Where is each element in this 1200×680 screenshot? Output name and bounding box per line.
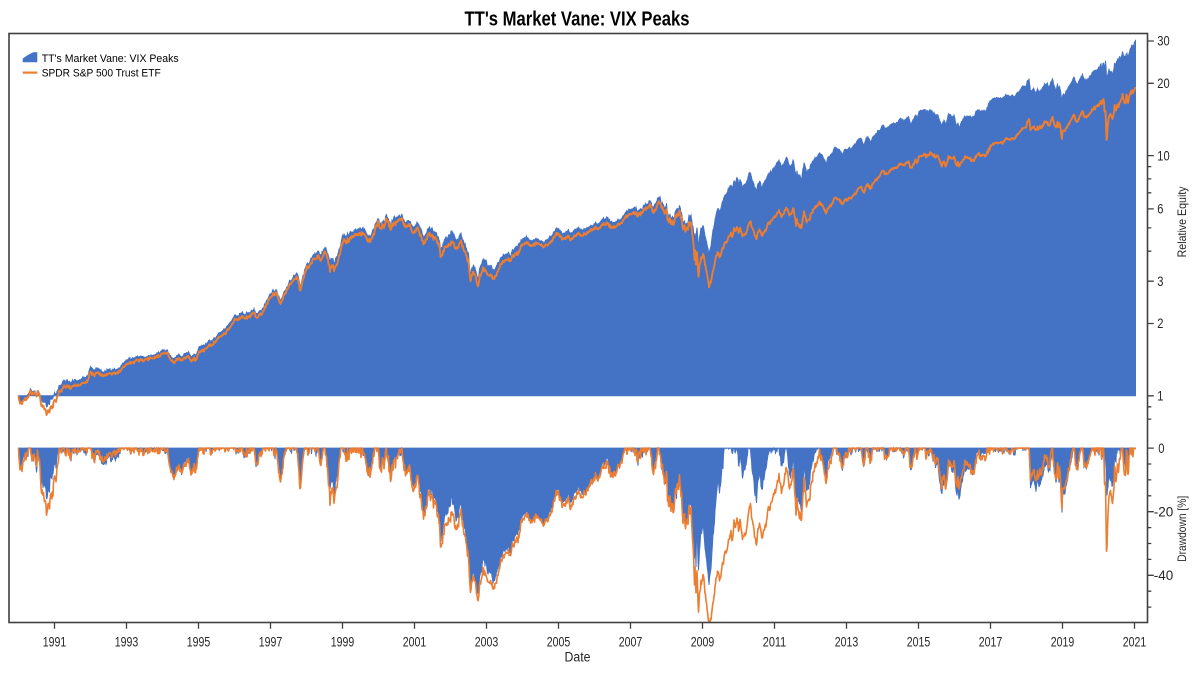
svg-text:Date: Date (565, 650, 591, 665)
svg-text:-20: -20 (1154, 504, 1174, 519)
svg-text:1991: 1991 (43, 635, 67, 650)
svg-text:0: 0 (1158, 441, 1164, 456)
svg-text:6: 6 (1157, 202, 1163, 217)
svg-text:-40: -40 (1154, 568, 1174, 583)
svg-text:2005: 2005 (547, 635, 571, 650)
svg-text:2003: 2003 (475, 635, 499, 650)
svg-text:2021: 2021 (1123, 635, 1147, 650)
svg-text:2: 2 (1157, 316, 1163, 331)
svg-text:SPDR S&P 500 Trust ETF: SPDR S&P 500 Trust ETF (42, 68, 161, 80)
svg-text:1993: 1993 (115, 635, 139, 650)
svg-text:20: 20 (1157, 76, 1169, 91)
svg-text:2001: 2001 (403, 635, 427, 650)
svg-text:3: 3 (1157, 274, 1163, 289)
svg-text:10: 10 (1157, 148, 1169, 163)
svg-text:2015: 2015 (907, 635, 931, 650)
svg-text:30: 30 (1157, 34, 1169, 49)
svg-text:1997: 1997 (259, 635, 283, 650)
svg-text:2017: 2017 (979, 635, 1003, 650)
svg-text:TT's Market Vane: VIX Peaks: TT's Market Vane: VIX Peaks (465, 9, 690, 31)
svg-text:2009: 2009 (691, 635, 715, 650)
svg-text:TT's Market Vane: VIX Peaks: TT's Market Vane: VIX Peaks (42, 53, 179, 65)
svg-text:2011: 2011 (763, 635, 787, 650)
svg-text:2013: 2013 (835, 635, 859, 650)
svg-text:Drawdown [%]: Drawdown [%] (1175, 496, 1189, 562)
svg-text:2019: 2019 (1051, 635, 1075, 650)
svg-text:1: 1 (1157, 389, 1163, 404)
svg-text:1999: 1999 (331, 635, 355, 650)
svg-text:2007: 2007 (619, 635, 643, 650)
svg-text:Relative Equity: Relative Equity (1175, 186, 1189, 257)
svg-text:1995: 1995 (187, 635, 211, 650)
